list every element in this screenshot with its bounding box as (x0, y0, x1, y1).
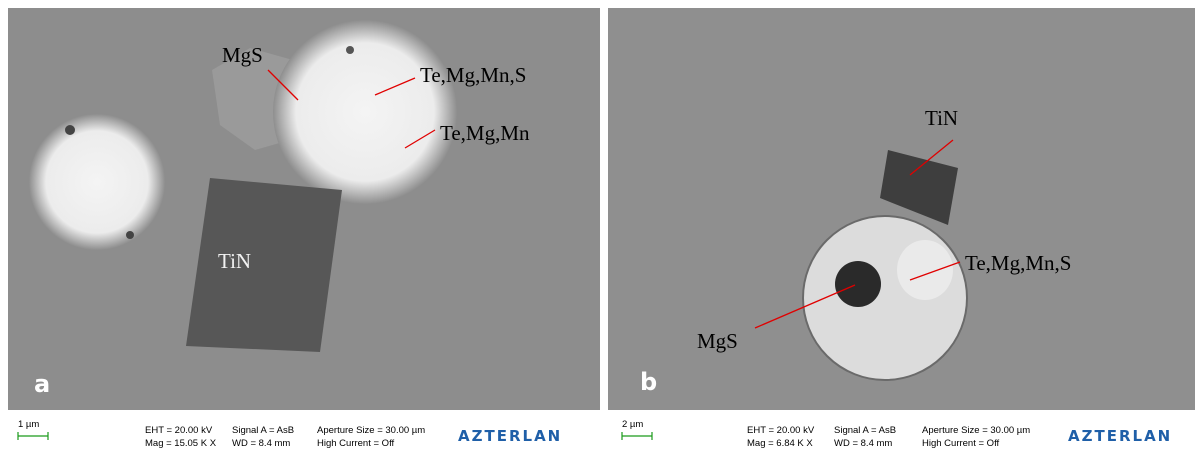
inclusion (273, 20, 457, 204)
inclusion (803, 216, 967, 380)
panel-letter: a (34, 370, 50, 398)
annotation: Te,Mg,Mn (440, 121, 530, 145)
info: Mag = 6.84 K X (747, 438, 813, 449)
scale-label: 2 µm (622, 419, 643, 430)
panel-letter: b (640, 368, 657, 396)
scale-bar (622, 432, 652, 440)
page: MgS Te,Mg,Mn,S Te,Mg,Mn TiN a 1 µm EHT =… (0, 0, 1200, 452)
scale-bar (18, 432, 48, 440)
info: WD = 8.4 mm (834, 438, 892, 449)
info: Aperture Size = 30.00 µm (317, 425, 425, 436)
pore (65, 125, 75, 135)
info: Aperture Size = 30.00 µm (922, 425, 1030, 436)
phase (897, 240, 953, 300)
mgs-core (835, 261, 881, 307)
annotation: Te,Mg,Mn,S (965, 251, 1071, 275)
figure: MgS Te,Mg,Mn,S Te,Mg,Mn TiN a 1 µm EHT =… (0, 0, 1200, 452)
info: Mag = 15.05 K X (145, 438, 217, 449)
info: EHT = 20.00 kV (145, 425, 213, 436)
info: Signal A = AsB (834, 425, 896, 436)
panel-a: MgS Te,Mg,Mn,S Te,Mg,Mn TiN a 1 µm EHT =… (8, 8, 600, 449)
info: EHT = 20.00 kV (747, 425, 815, 436)
pore (126, 231, 134, 239)
panel-b: TiN Te,Mg,Mn,S MgS b 2 µm EHT = 20.00 kV… (608, 8, 1195, 449)
annotation: MgS (222, 43, 263, 67)
info: High Current = Off (317, 438, 395, 449)
annotation: Te,Mg,Mn,S (420, 63, 526, 87)
pore (346, 46, 354, 54)
annotation: MgS (697, 329, 738, 353)
tin-particle (186, 178, 342, 352)
info: Signal A = AsB (232, 425, 294, 436)
logo: AZTERLAN (1068, 427, 1172, 445)
annotation: TiN (218, 249, 251, 273)
logo: AZTERLAN (458, 427, 562, 445)
info: WD = 8.4 mm (232, 438, 290, 449)
info: High Current = Off (922, 438, 1000, 449)
inclusion (29, 114, 165, 250)
annotation: TiN (925, 106, 958, 130)
scale-label: 1 µm (18, 419, 39, 430)
